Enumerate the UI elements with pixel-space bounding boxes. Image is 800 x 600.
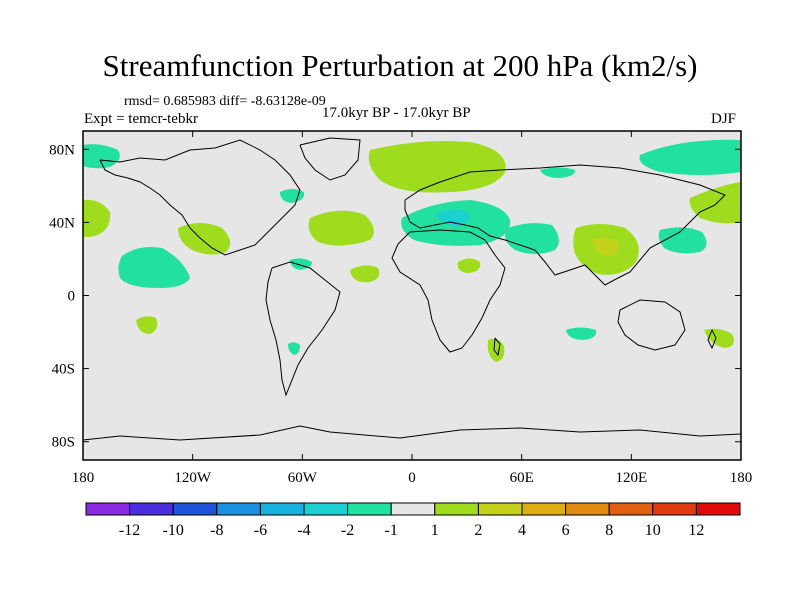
coastline-new-zealand bbox=[707, 329, 717, 350]
experiment-label: Expt = temcr-tebkr bbox=[84, 111, 198, 127]
anomaly-ne-pacific bbox=[83, 199, 111, 237]
coastline-africa bbox=[391, 229, 506, 353]
colorbar-swatch bbox=[477, 502, 523, 516]
lon-label: 60E bbox=[510, 470, 534, 486]
colorbar-label: 6 bbox=[562, 522, 570, 539]
latitude-labels: 80N 40N 0 40S 80S bbox=[49, 142, 75, 450]
colorbar-label: -6 bbox=[254, 522, 267, 539]
season-label: DJF bbox=[711, 111, 737, 127]
lat-label: 80N bbox=[49, 142, 75, 158]
lat-label: 40S bbox=[52, 362, 75, 378]
coastline-north-america bbox=[99, 139, 301, 256]
lon-label: 120E bbox=[615, 470, 647, 486]
statistics-label: rmsd= 0.685983 diff= -8.63128e-09 bbox=[124, 94, 326, 109]
lon-label: 0 bbox=[408, 470, 416, 486]
coastline-australia bbox=[617, 299, 686, 351]
colorbar-swatch bbox=[172, 502, 218, 516]
anomaly-indian-ocean bbox=[566, 327, 597, 340]
anomaly-new-zealand bbox=[704, 328, 734, 348]
colorbar-swatch bbox=[259, 502, 305, 516]
anomaly-arctic-atlantic bbox=[83, 144, 120, 169]
colorbar-label: 4 bbox=[518, 522, 526, 539]
lon-label: 180 bbox=[72, 470, 95, 486]
anomaly-arctic-pacific bbox=[639, 139, 741, 175]
anomaly-nw-pacific bbox=[689, 182, 741, 224]
coastline-south-america bbox=[265, 261, 341, 397]
period-label: 17.0kyr BP - 17.0kyr BP bbox=[322, 105, 471, 121]
colorbar-label: -1 bbox=[385, 522, 398, 539]
colorbar-swatch bbox=[390, 502, 436, 516]
colorbar-swatch bbox=[695, 502, 741, 516]
coastline-madagascar bbox=[493, 337, 501, 357]
anomaly-mexico bbox=[178, 223, 231, 255]
lat-label: 0 bbox=[68, 289, 76, 305]
coastline-eurasia bbox=[404, 164, 726, 286]
colorbar-swatch bbox=[521, 502, 567, 516]
colorbar-swatch bbox=[129, 502, 174, 516]
colorbar-swatch bbox=[434, 502, 479, 516]
anomaly-south-china bbox=[592, 237, 619, 256]
colorbar-swatch bbox=[216, 502, 261, 516]
colorbar-swatch bbox=[85, 502, 131, 516]
anomaly-eurasia-edge bbox=[540, 167, 576, 178]
colorbar-label: -10 bbox=[163, 522, 184, 539]
colorbar-labels: -12 -10 -8 -6 -4 -2 -1 1 2 4 6 8 10 12 bbox=[119, 522, 704, 539]
colorbar-swatch bbox=[565, 502, 610, 516]
colorbar-label: -4 bbox=[297, 522, 310, 539]
anomaly-south-america bbox=[288, 342, 300, 355]
colorbar-swatch bbox=[303, 502, 349, 516]
anomaly-labrador bbox=[280, 189, 305, 203]
colorbar-label: -12 bbox=[119, 522, 140, 539]
longitude-labels: 180 120W 60W 0 60E 120E 180 bbox=[72, 470, 753, 486]
colorbar-label: -2 bbox=[341, 522, 354, 539]
anomaly-west-pacific bbox=[658, 227, 707, 254]
lon-label: 60W bbox=[288, 470, 318, 486]
colorbar-label: -8 bbox=[210, 522, 223, 539]
colorbar-label: 2 bbox=[474, 522, 482, 539]
anomaly-north-atlantic bbox=[308, 210, 374, 246]
colorbar-label: 10 bbox=[645, 522, 661, 539]
colorbar-swatch bbox=[347, 502, 392, 516]
lon-label: 180 bbox=[730, 470, 753, 486]
coastline-antarctica bbox=[83, 425, 741, 441]
lat-label: 40N bbox=[49, 215, 75, 231]
coastlines bbox=[83, 137, 741, 441]
anomaly-arabian-sea bbox=[505, 223, 559, 254]
anomaly-tropical-east-pacific bbox=[118, 247, 190, 288]
anomaly-west-africa bbox=[350, 265, 380, 283]
colorbar bbox=[85, 502, 741, 516]
colorbar-swatch bbox=[608, 502, 654, 516]
colorbar-swatch bbox=[652, 502, 697, 516]
coastline-greenland bbox=[299, 137, 361, 181]
anomaly-northern-europe bbox=[368, 141, 506, 193]
axis-ticks bbox=[82, 131, 742, 460]
anomaly-mediterranean-core bbox=[436, 209, 469, 226]
colorbar-label: 1 bbox=[431, 522, 439, 539]
map-title: Streamfunction Perturbation at 200 hPa (… bbox=[102, 48, 698, 83]
lon-label: 120W bbox=[174, 470, 212, 486]
colorbar-label: 8 bbox=[605, 522, 613, 539]
lat-label: 80S bbox=[52, 435, 75, 451]
colorbar-label: 12 bbox=[688, 522, 704, 539]
anomaly-south-pacific bbox=[136, 316, 158, 334]
anomaly-east-africa bbox=[457, 258, 481, 273]
